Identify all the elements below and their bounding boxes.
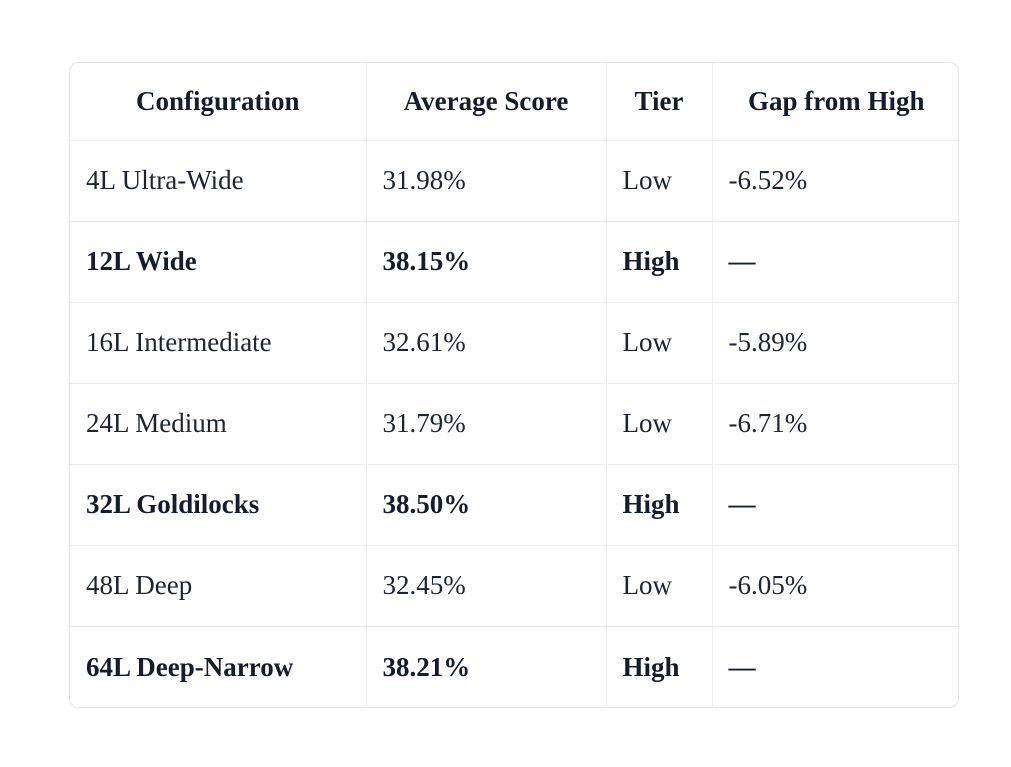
table-row: 24L Medium 31.79% Low -6.71%	[70, 383, 958, 465]
cell-tier: High	[606, 464, 713, 546]
cell-average-score: 31.79%	[366, 383, 607, 465]
cell-tier: Low	[606, 302, 713, 384]
cell-configuration: 16L Intermediate	[70, 302, 367, 384]
cell-average-score: 32.61%	[366, 302, 607, 384]
cell-average-score: 32.45%	[366, 545, 607, 627]
cell-average-score: 31.98%	[366, 140, 607, 222]
cell-configuration: 12L Wide	[70, 221, 367, 303]
cell-configuration: 48L Deep	[70, 545, 367, 627]
cell-tier: High	[606, 221, 713, 303]
cell-tier: Low	[606, 383, 713, 465]
cell-average-score: 38.21%	[366, 626, 607, 707]
cell-tier: Low	[606, 545, 713, 627]
cell-gap-from-high: -5.89%	[712, 302, 958, 384]
table-body: 4L Ultra-Wide 31.98% Low -6.52% 12L Wide 38.1…	[70, 140, 958, 707]
table-row: 48L Deep 32.45% Low -6.05%	[70, 545, 958, 627]
cell-gap-from-high: —	[712, 221, 958, 303]
column-header-gap-from-high: Gap from High	[712, 63, 958, 141]
column-header-configuration: Configuration	[70, 63, 367, 141]
table-row: 4L Ultra-Wide 31.98% Low -6.52%	[70, 140, 958, 222]
table-row: 12L Wide 38.15% High —	[70, 221, 958, 303]
cell-gap-from-high: -6.71%	[712, 383, 958, 465]
cell-configuration: 24L Medium	[70, 383, 367, 465]
cell-average-score: 38.15%	[366, 221, 607, 303]
header-row: Configuration Average Score Tier Gap fro…	[70, 63, 958, 141]
cell-gap-from-high: —	[728, 651, 756, 682]
table-row: 64L Deep-Narrow 38.21% High —	[70, 626, 958, 707]
cell-average-score: 38.50%	[366, 464, 607, 546]
cell-gap-from-high: -6.05%	[712, 545, 958, 627]
cell-configuration: 64L Deep-Narrow	[70, 626, 367, 707]
cell-gap-from-high: —	[712, 464, 958, 546]
cell-gap-from-high: -6.52%	[712, 140, 958, 222]
table-row: 16L Intermediate 32.61% Low -5.89%	[70, 302, 958, 384]
cell-tier: High	[606, 626, 713, 707]
cell-tier: Low	[606, 140, 713, 222]
cell-configuration: 32L Goldilocks	[70, 464, 367, 546]
cell-configuration: 4L Ultra-Wide	[70, 140, 367, 222]
table-card: Configuration Average Score Tier Gap fro…	[69, 62, 959, 708]
column-header-average-score: Average Score	[366, 63, 607, 141]
table-header: Configuration Average Score Tier Gap fro…	[70, 63, 958, 141]
results-table: Configuration Average Score Tier Gap fro…	[70, 63, 958, 707]
column-header-tier: Tier	[606, 63, 713, 141]
table-row: 32L Goldilocks 38.50% High —	[70, 464, 958, 546]
